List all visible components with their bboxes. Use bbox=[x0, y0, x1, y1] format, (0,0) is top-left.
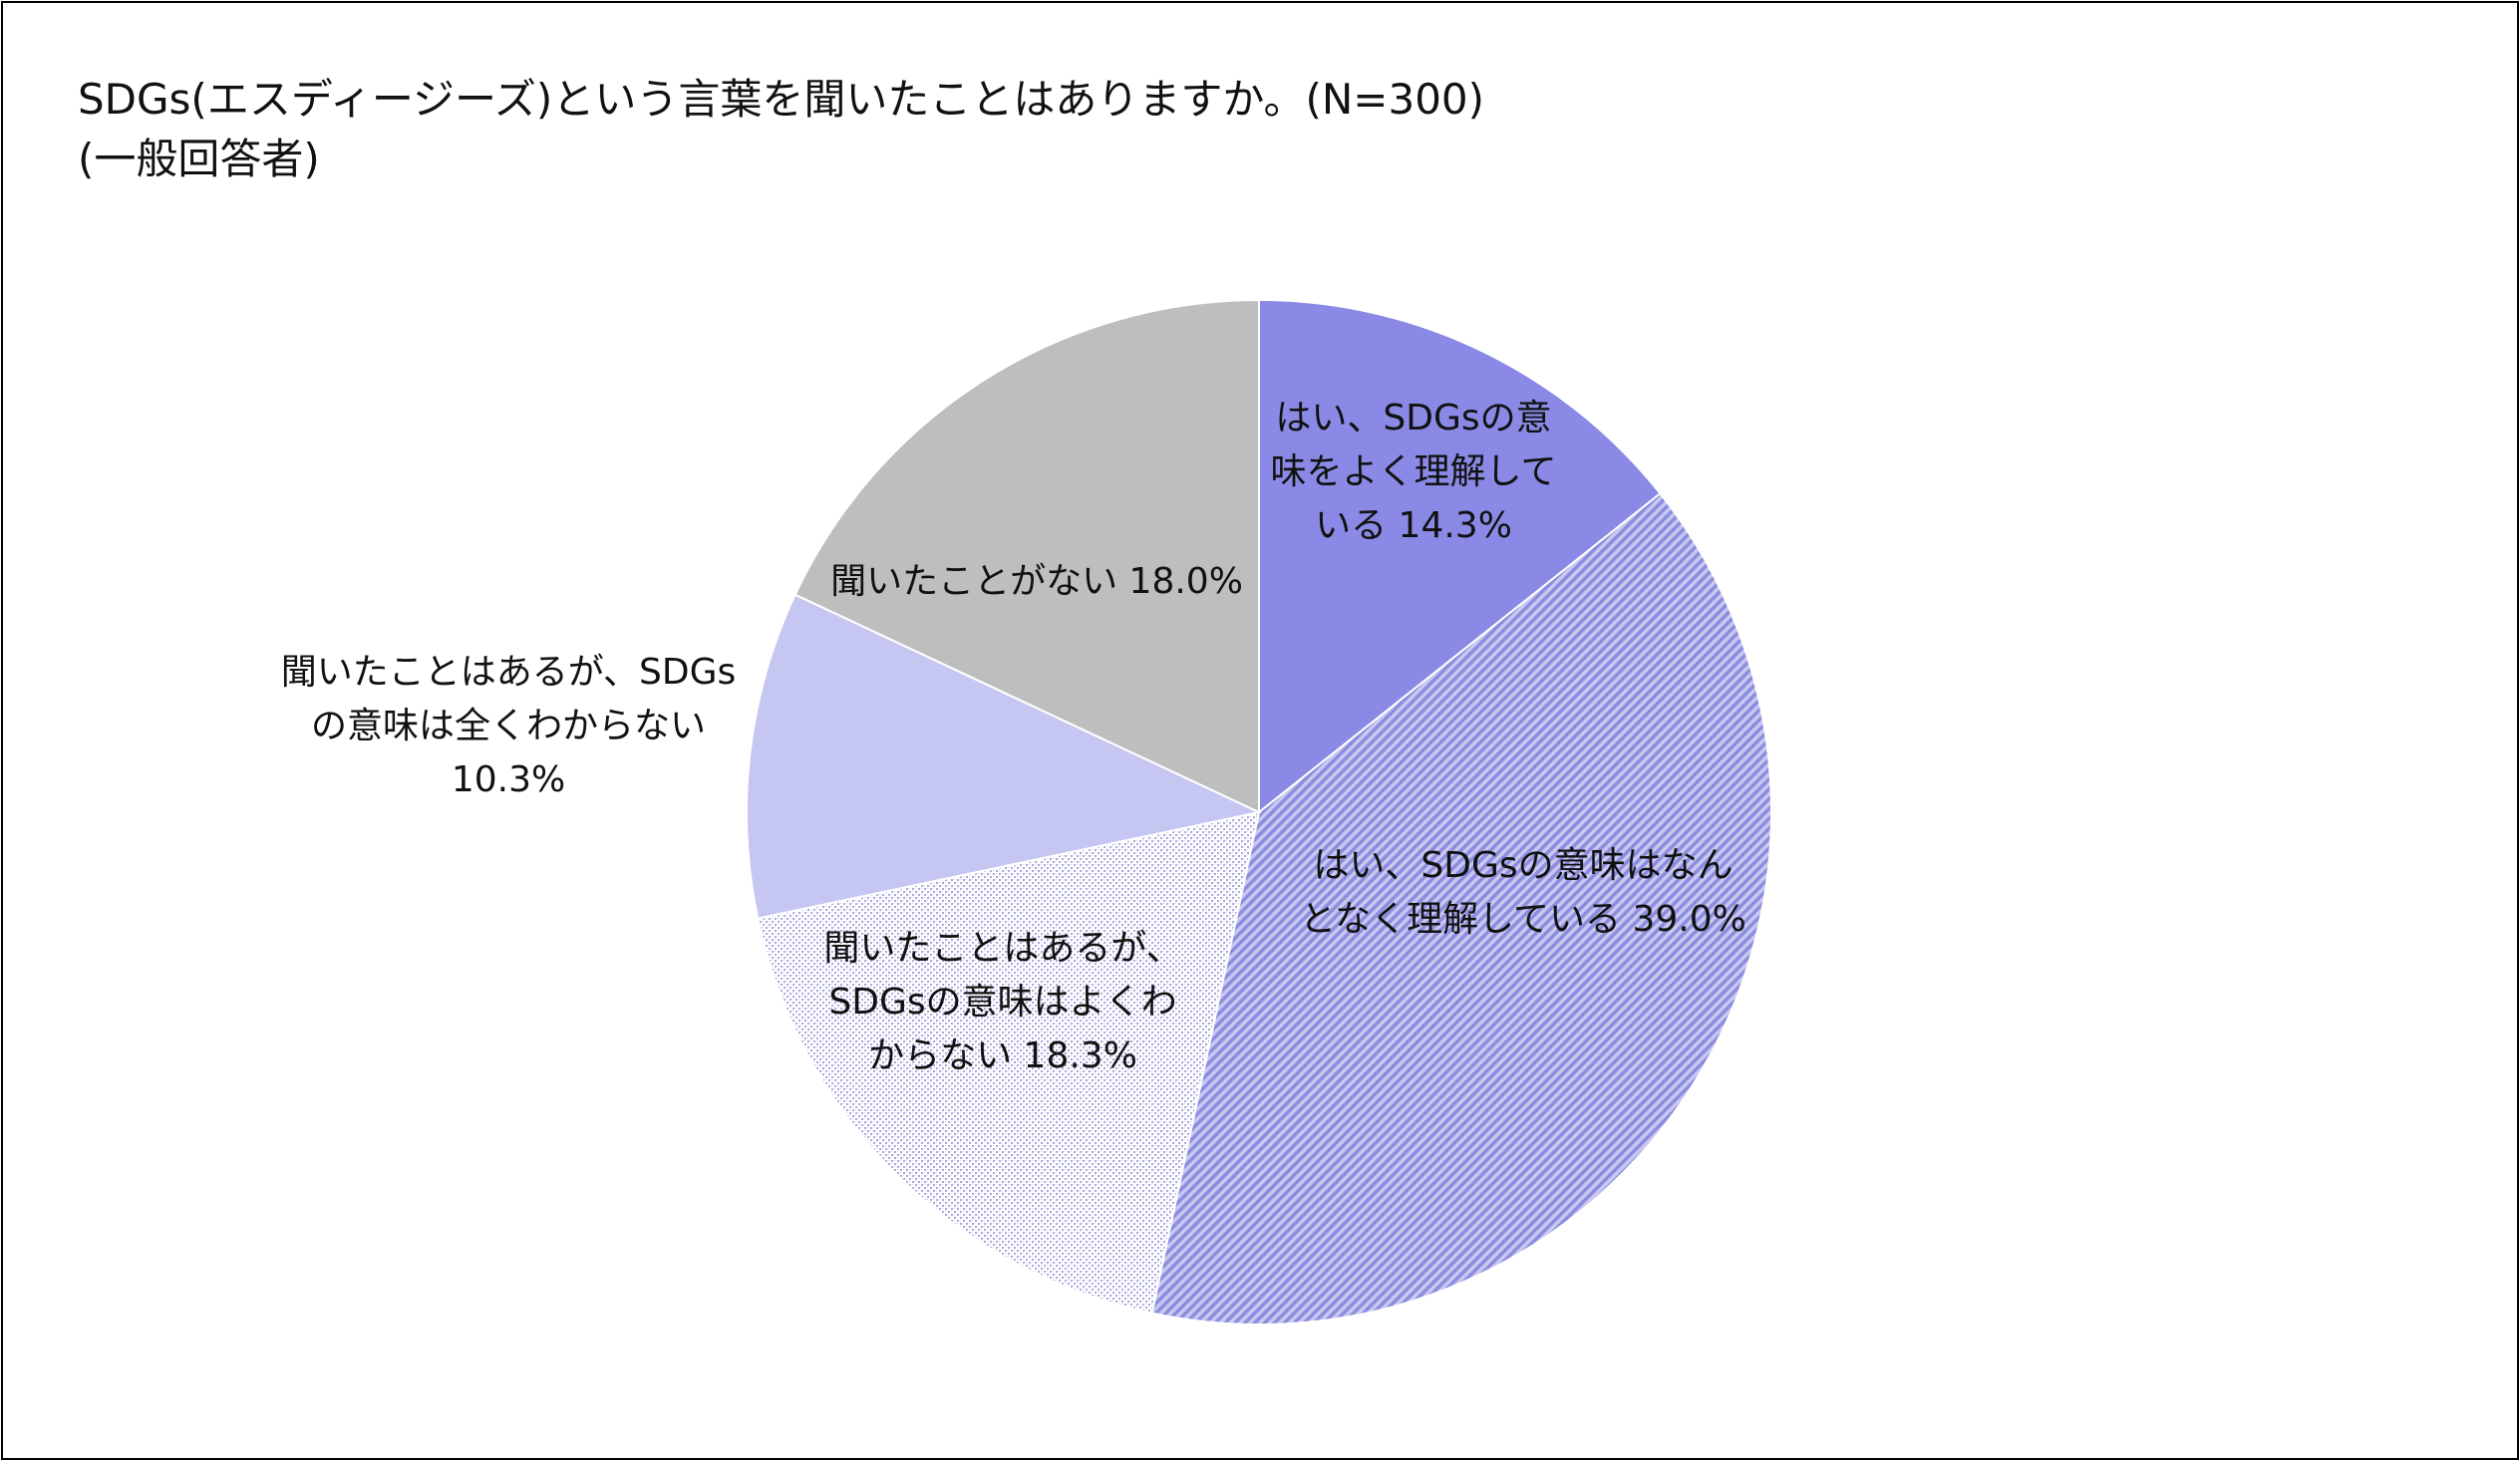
chart-subtitle: (一般回答者) bbox=[78, 135, 320, 183]
slice-label-understand-somewhat: はい、SDGsの意味はなんとなく理解している 39.0% bbox=[1300, 845, 1746, 940]
slice-label-line: いる 14.3% bbox=[1315, 505, 1512, 546]
slice-label-line: SDGsの意味はよくわ bbox=[828, 982, 1176, 1023]
slice-label-understand-well: はい、SDGsの意味をよく理解している 14.3% bbox=[1271, 398, 1557, 546]
slice-label-line: 聞いたことはあるが、 bbox=[823, 928, 1181, 969]
slice-label-heard-no-idea: 聞いたことはあるが、SDGs の意味は全くわからない 10.3% bbox=[281, 652, 737, 800]
slice-label-heard-unclear: 聞いたことはあるが、 SDGsの意味はよくわからない 18.3% bbox=[823, 928, 1181, 1076]
pie-slice-never-heard bbox=[793, 298, 1260, 814]
slice-label-line: 聞いたことがない 18.0% bbox=[830, 561, 1243, 602]
pie-slice-understand-well bbox=[1258, 298, 1662, 815]
slice-label-line: はい、SDGsの意味はなん bbox=[1313, 845, 1732, 886]
slice-label-never-heard: 聞いたことがない 18.0% bbox=[830, 561, 1243, 602]
pie-slice-understand-somewhat bbox=[1150, 491, 1772, 1325]
slice-label-line: 10.3% bbox=[452, 759, 565, 800]
pie-slice-heard-no-idea bbox=[746, 593, 1263, 920]
slice-label-line: 味をよく理解して bbox=[1271, 451, 1557, 492]
pie-slice-heard-unclear bbox=[757, 810, 1261, 1315]
slice-label-line: の意味は全くわからない bbox=[311, 706, 706, 746]
slice-label-line: からない 18.3% bbox=[868, 1035, 1137, 1076]
slice-label-line: となく理解している 39.0% bbox=[1300, 899, 1746, 940]
chart-title: SDGs(エスディージーズ)という言葉を聞いたことはありますか。(N=300) bbox=[78, 75, 1485, 124]
slice-label-line: 聞いたことはあるが、SDGs bbox=[281, 652, 737, 693]
chart-title-block: SDGs(エスディージーズ)という言葉を聞いたことはありますか。(N=300) … bbox=[78, 70, 1484, 189]
slice-label-line: はい、SDGsの意 bbox=[1275, 398, 1551, 438]
